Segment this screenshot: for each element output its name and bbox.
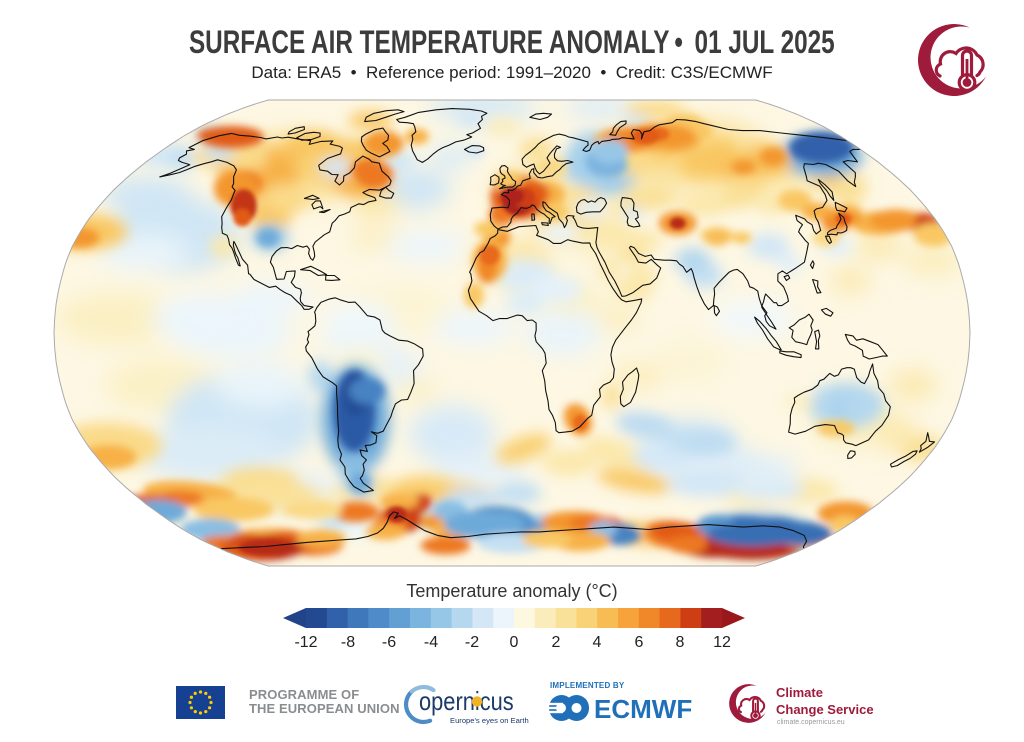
- svg-text:ECMWF: ECMWF: [594, 694, 692, 724]
